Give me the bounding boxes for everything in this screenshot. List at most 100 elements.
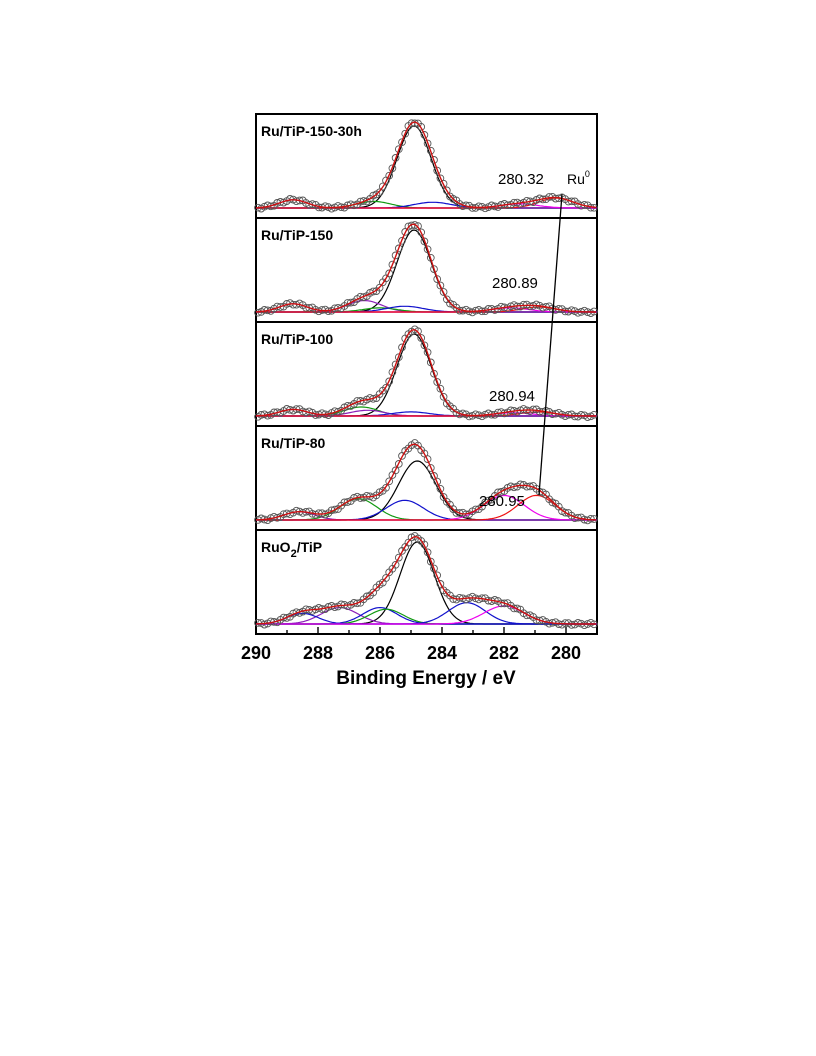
- data-point: [398, 343, 406, 352]
- data-point: [423, 139, 432, 148]
- panel-label: Ru/TiP-80: [261, 435, 326, 451]
- panel: RuO2/TiP: [254, 529, 598, 635]
- x-axis-label: Binding Energy / eV: [336, 668, 516, 689]
- data-point: [391, 154, 400, 162]
- data-point: [282, 614, 291, 622]
- data-point: [430, 369, 438, 378]
- data-point: [426, 358, 435, 367]
- x-tick-label: 290: [241, 643, 271, 663]
- data-point: [391, 360, 400, 369]
- data-point: [590, 203, 598, 212]
- data-point: [439, 392, 448, 401]
- ru0-label-text: Ru: [567, 171, 585, 187]
- data-point: [391, 466, 400, 475]
- data-point: [359, 293, 368, 301]
- data-point: [590, 410, 598, 419]
- data-point: [417, 122, 426, 131]
- data-point: [321, 202, 330, 211]
- data-point: [414, 222, 422, 230]
- data-point: [327, 204, 336, 213]
- data-point: [353, 599, 362, 608]
- data-point: [420, 131, 429, 139]
- ru0-label: Ru0: [567, 169, 590, 187]
- data-point: [391, 560, 400, 569]
- envelope-curve: [255, 535, 596, 625]
- data-point: [382, 574, 390, 582]
- data-point: [433, 378, 442, 386]
- ru0-label-superscript: 0: [585, 169, 590, 179]
- x-tick-label: 284: [427, 643, 457, 663]
- x-tick-label: 286: [365, 643, 395, 663]
- data-point: [394, 244, 403, 253]
- data-point: [436, 484, 445, 493]
- data-point: [260, 620, 269, 629]
- panels-layer: Ru/TiP-150-30h 280.32 Ru/TiP-150 280.89 Ru/T…: [254, 113, 598, 635]
- data-point: [417, 228, 426, 237]
- data-point: [433, 477, 442, 486]
- data-point: [548, 498, 557, 507]
- panel-label-subscript: 2: [291, 548, 297, 560]
- data-point: [385, 269, 394, 278]
- panel-label: Ru/TiP-100: [261, 331, 333, 347]
- data-point: [484, 496, 493, 505]
- data-point: [423, 548, 432, 557]
- data-point: [481, 204, 490, 213]
- data-point: [388, 368, 397, 377]
- panel: Ru/TiP-80 280.95: [254, 425, 598, 531]
- panel-label: RuO2/TiP: [261, 539, 322, 560]
- x-tick-label: 282: [489, 643, 519, 663]
- data-point: [426, 146, 435, 155]
- data-point: [398, 236, 406, 245]
- x-tick-label: 288: [303, 643, 333, 663]
- component-curve: [256, 511, 596, 521]
- data-point: [561, 508, 570, 517]
- panel-frame: [255, 529, 598, 635]
- peak-value-label: 280.32: [498, 171, 544, 188]
- data-point: [394, 145, 403, 154]
- data-point: [330, 505, 339, 514]
- panel: Ru/TiP-100 280.94: [254, 321, 598, 427]
- peak-value-label: 280.94: [489, 388, 535, 405]
- data-point: [276, 303, 285, 311]
- data-point: [369, 191, 378, 200]
- component-curve: [256, 494, 596, 521]
- panel-label-main: Ru/TiP-150: [261, 227, 333, 243]
- data-point: [420, 237, 429, 246]
- data-point: [497, 488, 506, 496]
- panel-label: Ru/TiP-150-30h: [261, 123, 362, 139]
- data-point: [430, 265, 438, 273]
- ru0-trend-line: [538, 193, 563, 496]
- x-tick-label: 280: [551, 643, 581, 663]
- data-point: [385, 477, 394, 486]
- data-point: [439, 288, 448, 296]
- data-point: [378, 182, 387, 191]
- data-point: [423, 348, 432, 357]
- data-point: [394, 353, 403, 362]
- x-axis: 290 288 286 284 282 280: [241, 627, 598, 663]
- data-point: [442, 186, 451, 195]
- panel-label-main: Ru/TiP-100: [261, 331, 333, 347]
- data-point: [436, 281, 445, 290]
- data-point: [430, 564, 438, 573]
- data-point: [471, 505, 480, 514]
- peak-value-label: 280.89: [492, 275, 538, 292]
- peak-value-label: 280.95: [479, 493, 525, 510]
- data-point: [382, 483, 390, 492]
- data-point: [567, 306, 576, 315]
- data-point: [426, 464, 435, 472]
- data-point: [436, 580, 445, 588]
- data-point: [436, 384, 445, 393]
- data-point: [343, 498, 352, 506]
- data-point: [433, 166, 442, 175]
- ru0-annotation: Ru0: [538, 169, 590, 496]
- data-point: [394, 553, 403, 562]
- data-point: [254, 308, 262, 317]
- data-point: [513, 604, 522, 613]
- panel-label-suffix: /TiP: [297, 539, 322, 555]
- data-point: [388, 164, 397, 173]
- panel-label: Ru/TiP-150: [261, 227, 333, 243]
- data-point: [420, 540, 429, 549]
- data-point: [385, 171, 394, 180]
- component-curve: [256, 494, 597, 521]
- data-point: [385, 377, 394, 386]
